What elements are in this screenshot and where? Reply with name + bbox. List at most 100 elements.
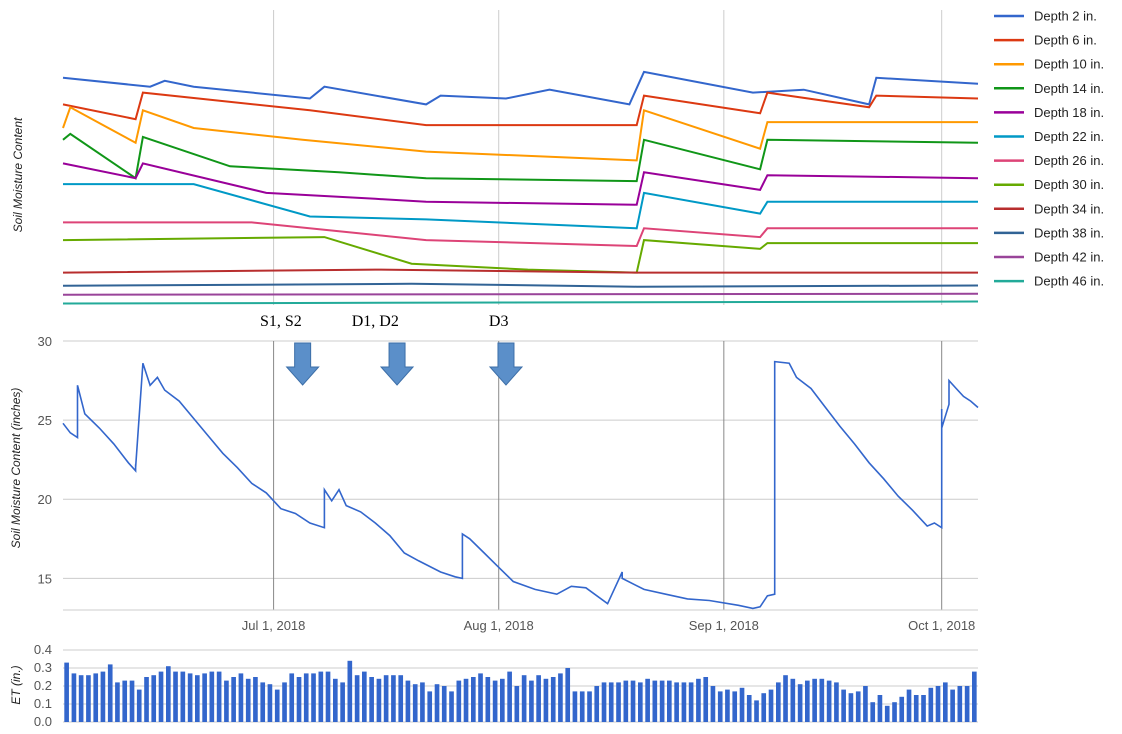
et-bar [659, 680, 665, 722]
et-bar [761, 693, 767, 722]
et-bar [906, 689, 912, 722]
et-bar [652, 680, 658, 722]
et-bar [935, 686, 941, 722]
et-bar [783, 675, 788, 722]
et-bar [354, 675, 360, 722]
et-bar [202, 673, 207, 722]
et-bar [972, 671, 977, 722]
et-bar [318, 671, 324, 722]
et-bar [180, 671, 186, 722]
middle-y-tick: 15 [38, 571, 52, 586]
et-bar [521, 675, 527, 722]
et-bar [790, 678, 796, 722]
et-bar [391, 675, 396, 722]
et-bar [260, 682, 266, 722]
top-series-lines [62, 70, 979, 305]
et-bar [420, 682, 425, 722]
bottom-y-tick: 0.4 [34, 642, 52, 657]
top-y-axis-label: Soil Moisture Content [11, 117, 25, 232]
top-gridlines [273, 10, 943, 305]
et-bar [928, 687, 934, 722]
series-line-1 [62, 70, 979, 106]
et-bar [492, 680, 498, 722]
annotations: S1, S2 D1, D2 D3 [260, 313, 509, 330]
et-bar [623, 680, 629, 722]
et-bar [122, 680, 128, 722]
et-bar [245, 678, 251, 722]
et-bar [950, 689, 955, 722]
et-bar [768, 689, 774, 722]
middle-series-line [62, 360, 979, 610]
series-line-9 [62, 268, 978, 274]
middle-x-tick: Oct 1, 2018 [908, 618, 975, 633]
et-bar [383, 675, 389, 722]
et-bar [819, 678, 825, 722]
bottom-y-tick-labels: 0.0 0.1 0.2 0.3 0.4 [34, 642, 52, 729]
et-bar [616, 682, 621, 722]
et-bar [725, 689, 730, 722]
et-bar [703, 677, 709, 722]
middle-y-axis-label: Soil Moisture Content (inches) [9, 388, 23, 549]
et-bar [398, 675, 404, 722]
et-bar [485, 677, 491, 722]
et-bar [238, 673, 244, 722]
series-line-12 [62, 300, 979, 305]
et-bar [645, 678, 650, 722]
et-bar [834, 682, 839, 722]
et-bar [630, 680, 636, 722]
et-bar [870, 702, 876, 722]
series-line-10 [62, 282, 979, 288]
et-bar [572, 691, 578, 722]
et-bar [274, 689, 280, 722]
legend-label: Depth 26 in. [1034, 153, 1104, 168]
et-bar [129, 680, 135, 722]
annotation-label: D1, D2 [352, 313, 399, 330]
et-bar [892, 702, 897, 722]
middle-y-tick-labels: 15 20 25 30 [38, 334, 52, 586]
et-bar [696, 678, 701, 722]
bottom-y-tick: 0.0 [34, 714, 52, 729]
legend-label: Depth 2 in. [1034, 9, 1097, 24]
bottom-y-tick: 0.2 [34, 678, 52, 693]
et-bar [107, 664, 113, 722]
legend-label: Depth 46 in. [1034, 274, 1104, 289]
et-bar [86, 675, 91, 722]
et-bar [855, 691, 861, 722]
et-bar [412, 684, 418, 722]
et-bar [311, 673, 316, 722]
et-bar [754, 700, 759, 722]
middle-y-tick: 25 [38, 413, 52, 428]
et-bar [427, 691, 433, 722]
et-bar [325, 671, 331, 722]
et-bar [746, 695, 752, 722]
et-bar [579, 691, 585, 722]
et-bar [921, 695, 926, 722]
et-bar [667, 680, 672, 722]
series-line-5 [62, 162, 979, 206]
et-bar [158, 671, 164, 722]
et-bar [776, 682, 781, 722]
et-bar [681, 682, 687, 722]
et-bar [514, 686, 520, 722]
et-bar [848, 693, 854, 722]
et-bar [267, 684, 273, 722]
et-bar [812, 678, 817, 722]
et-bar [151, 675, 157, 722]
et-bar [289, 673, 295, 722]
et-bar [587, 691, 592, 722]
middle-x-tick: Jul 1, 2018 [242, 618, 306, 633]
et-bar [943, 682, 948, 722]
et-bar [732, 691, 738, 722]
et-bar [209, 671, 215, 722]
legend-label: Depth 38 in. [1034, 225, 1104, 240]
et-bar [899, 696, 905, 722]
et-bar [362, 671, 367, 722]
et-bar [449, 691, 454, 722]
middle-y-tick: 20 [38, 492, 52, 507]
legend-label: Depth 14 in. [1034, 81, 1104, 96]
series-line-2 [62, 91, 979, 127]
legend: Depth 2 in. Depth 6 in. Depth 10 in. Depth … [994, 9, 1104, 289]
et-bar [471, 677, 476, 722]
et-bar [64, 662, 69, 722]
